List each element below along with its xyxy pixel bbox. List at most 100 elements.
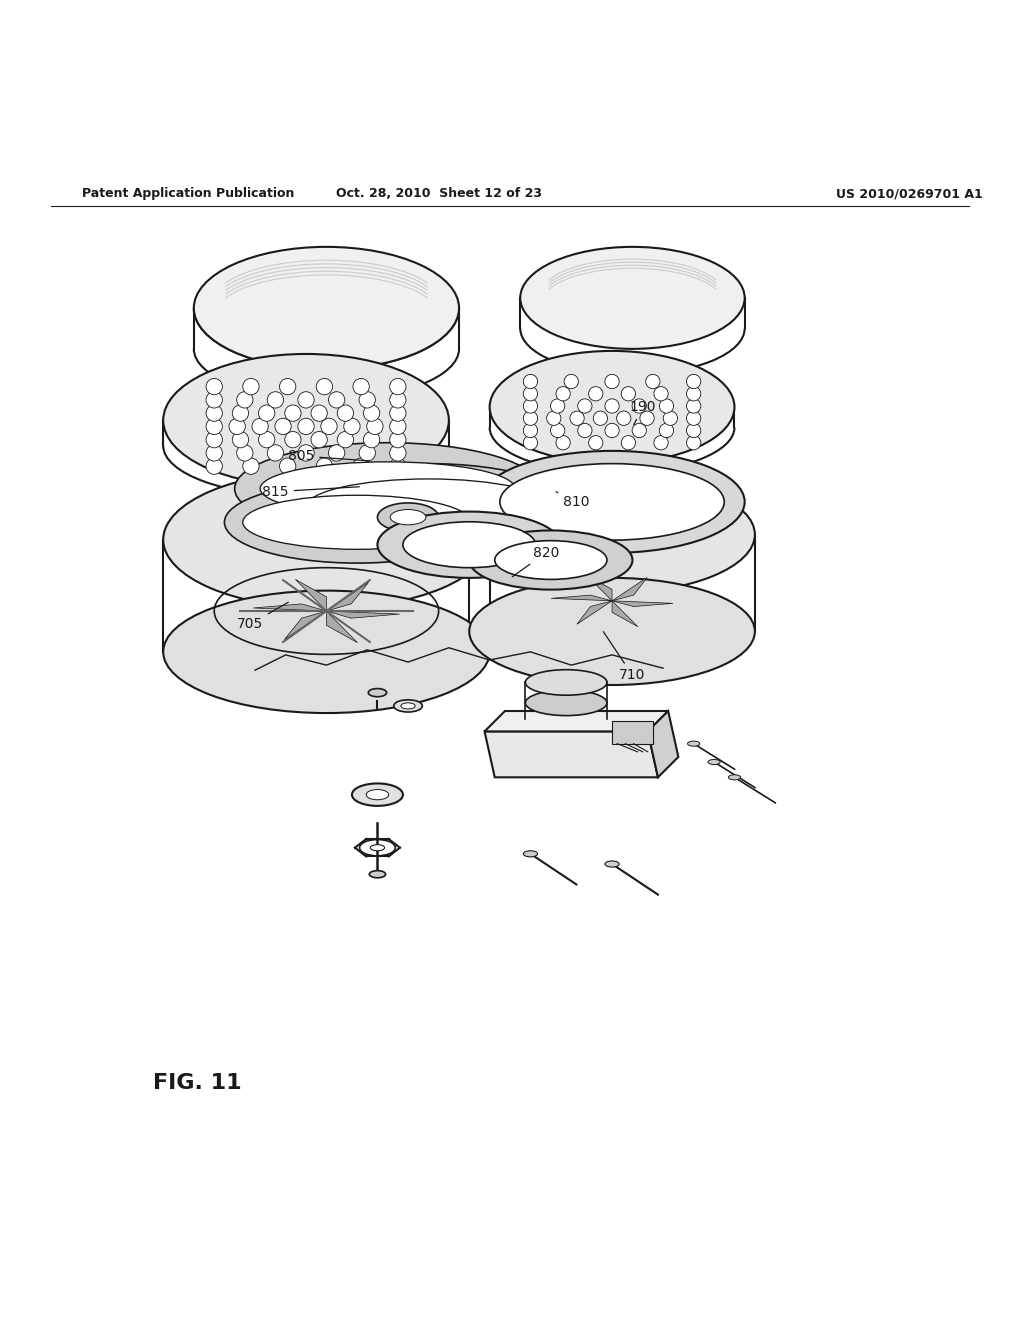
Polygon shape	[586, 576, 612, 601]
Polygon shape	[612, 577, 647, 601]
Circle shape	[237, 445, 253, 461]
Ellipse shape	[523, 851, 538, 857]
Ellipse shape	[469, 578, 755, 685]
Circle shape	[622, 436, 636, 450]
Circle shape	[206, 458, 222, 474]
Polygon shape	[285, 611, 327, 640]
Circle shape	[364, 432, 380, 447]
Circle shape	[258, 405, 274, 421]
Ellipse shape	[728, 775, 740, 780]
Ellipse shape	[370, 871, 386, 878]
Circle shape	[605, 399, 620, 413]
Ellipse shape	[605, 861, 620, 867]
Circle shape	[605, 424, 620, 438]
Circle shape	[237, 392, 253, 408]
Circle shape	[390, 432, 406, 447]
Circle shape	[564, 375, 579, 388]
Ellipse shape	[394, 700, 422, 711]
Circle shape	[367, 418, 383, 434]
Text: FIG. 11: FIG. 11	[153, 1073, 242, 1093]
Circle shape	[206, 405, 222, 421]
Circle shape	[589, 436, 603, 450]
Text: 190: 190	[630, 400, 656, 425]
Text: 710: 710	[603, 632, 646, 682]
Polygon shape	[253, 603, 327, 611]
Text: 705: 705	[237, 602, 289, 631]
Polygon shape	[327, 611, 357, 643]
Circle shape	[622, 387, 636, 401]
Circle shape	[686, 399, 700, 413]
Circle shape	[316, 458, 333, 474]
Circle shape	[329, 392, 345, 408]
Ellipse shape	[708, 759, 720, 764]
Polygon shape	[484, 711, 669, 731]
Circle shape	[285, 432, 301, 447]
Circle shape	[523, 411, 538, 425]
Circle shape	[390, 379, 406, 395]
Circle shape	[206, 379, 222, 395]
Circle shape	[206, 445, 222, 461]
Circle shape	[364, 405, 380, 421]
Circle shape	[605, 375, 620, 388]
Circle shape	[337, 405, 353, 421]
Circle shape	[390, 392, 406, 408]
Circle shape	[344, 418, 360, 434]
Ellipse shape	[479, 451, 744, 553]
Circle shape	[252, 418, 268, 434]
Circle shape	[686, 411, 700, 425]
Ellipse shape	[234, 442, 541, 535]
Circle shape	[274, 418, 291, 434]
Circle shape	[523, 375, 538, 388]
Circle shape	[311, 432, 328, 447]
Text: 805: 805	[288, 449, 370, 463]
Bar	[612, 721, 653, 743]
Circle shape	[523, 399, 538, 413]
Ellipse shape	[163, 590, 489, 713]
Circle shape	[654, 436, 669, 450]
Circle shape	[280, 379, 296, 395]
Circle shape	[686, 387, 700, 401]
Circle shape	[390, 405, 406, 421]
Circle shape	[646, 375, 660, 388]
Text: 820: 820	[512, 546, 559, 577]
Circle shape	[267, 392, 284, 408]
Circle shape	[243, 458, 259, 474]
Polygon shape	[484, 731, 658, 777]
Circle shape	[523, 424, 538, 438]
Ellipse shape	[495, 541, 607, 579]
Circle shape	[232, 405, 249, 421]
Circle shape	[206, 418, 222, 434]
Ellipse shape	[371, 845, 385, 851]
Ellipse shape	[469, 477, 755, 593]
Circle shape	[298, 418, 314, 434]
Circle shape	[285, 405, 301, 421]
Ellipse shape	[525, 669, 607, 696]
Circle shape	[258, 432, 274, 447]
Circle shape	[523, 436, 538, 450]
Ellipse shape	[469, 531, 633, 590]
Circle shape	[570, 411, 585, 425]
Text: Patent Application Publication: Patent Application Publication	[82, 187, 294, 201]
Ellipse shape	[369, 689, 387, 697]
Polygon shape	[327, 582, 369, 611]
Ellipse shape	[378, 503, 438, 532]
Ellipse shape	[401, 702, 415, 709]
Polygon shape	[327, 611, 399, 618]
Circle shape	[359, 392, 376, 408]
Circle shape	[229, 418, 246, 434]
Ellipse shape	[525, 690, 607, 715]
Ellipse shape	[500, 463, 724, 540]
Circle shape	[337, 432, 353, 447]
Text: US 2010/0269701 A1: US 2010/0269701 A1	[837, 187, 983, 201]
Ellipse shape	[163, 354, 449, 487]
Circle shape	[686, 375, 700, 388]
Circle shape	[523, 387, 538, 401]
Polygon shape	[612, 601, 673, 607]
Circle shape	[640, 411, 654, 425]
Polygon shape	[648, 711, 678, 777]
Ellipse shape	[520, 247, 744, 348]
Circle shape	[664, 411, 678, 425]
Circle shape	[686, 424, 700, 438]
Circle shape	[321, 418, 337, 434]
Ellipse shape	[163, 471, 489, 609]
